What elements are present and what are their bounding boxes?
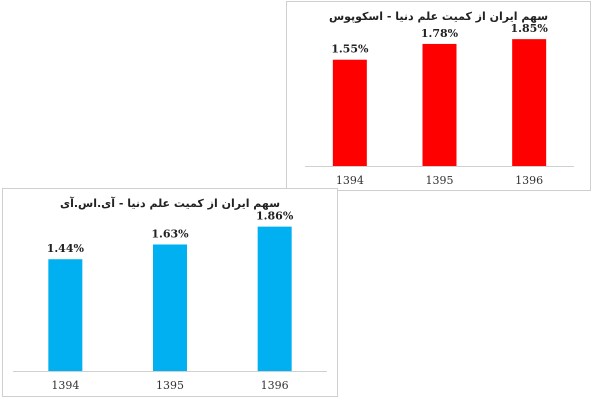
- data-label-1395: 1.78%: [421, 27, 459, 40]
- data-label-1396: 1.85%: [511, 22, 549, 35]
- data-label-1396: 1.86%: [256, 210, 294, 223]
- chart-title: سهم ایران از کمیت علم دنیا - اسکوپوس: [328, 10, 549, 23]
- category-label-1395: 1395: [426, 174, 454, 187]
- scopus-bar-chart: 1.55% 1394 1.78% 1395 1.85% 1396: [305, 22, 574, 187]
- bar-1394: [48, 259, 83, 371]
- isi-bar-chart: 1.44% 1394 1.63% 1395 1.86% 1396: [13, 210, 327, 392]
- scopus-chart-panel: سهم ایران از کمیت علم دنیا - اسکوپوس 1.5…: [286, 1, 591, 191]
- category-label-1396: 1396: [261, 379, 289, 392]
- isi-chart-panel: سهم ایران از کمیت علم دنیا - آی.اس.آی 1.…: [2, 188, 338, 397]
- bar-1395: [153, 244, 187, 371]
- data-label-1394: 1.55%: [331, 43, 369, 56]
- bar-1396: [257, 226, 292, 371]
- chart-title: سهم ایران از کمیت علم دنیا - آی.اس.آی: [59, 197, 281, 210]
- category-label-1395: 1395: [156, 379, 184, 392]
- data-label-1394: 1.44%: [47, 242, 85, 255]
- category-label-1394: 1394: [336, 174, 364, 187]
- data-label-1395: 1.63%: [151, 227, 189, 240]
- bar-1395: [422, 43, 457, 166]
- bar-1394: [332, 59, 367, 166]
- category-label-1394: 1394: [51, 379, 79, 392]
- bar-1396: [512, 39, 547, 167]
- category-label-1396: 1396: [515, 174, 543, 187]
